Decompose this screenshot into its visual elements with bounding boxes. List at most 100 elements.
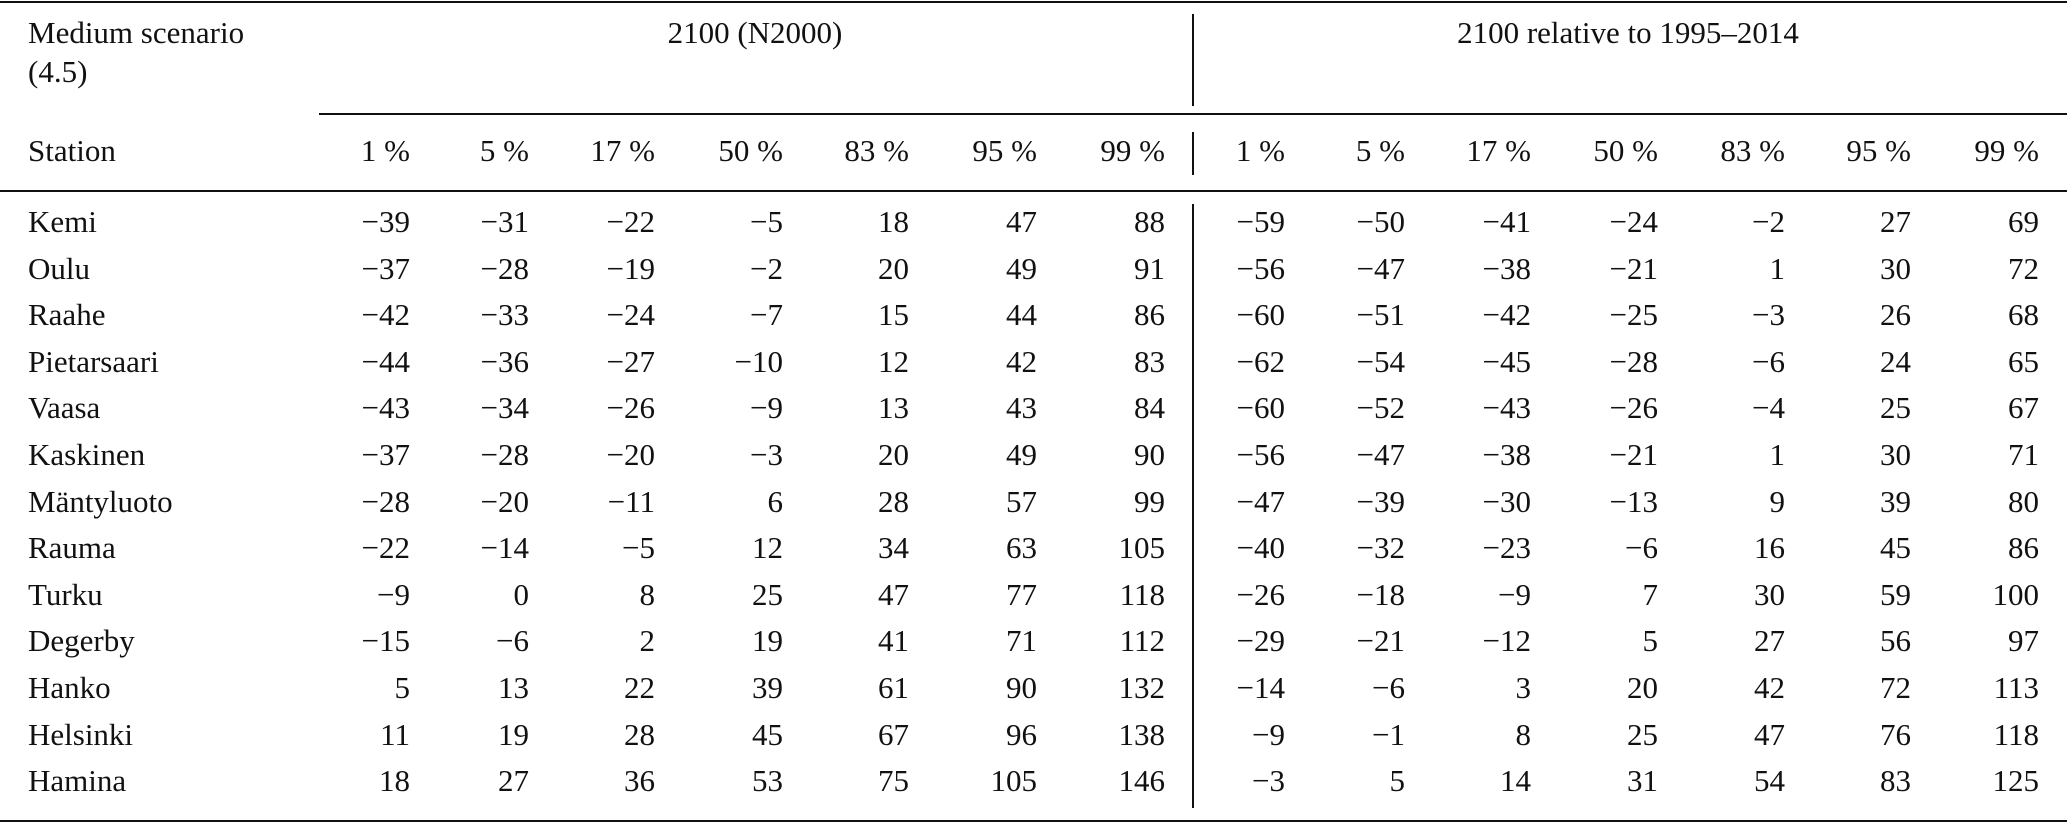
table-cell: 25 — [1627, 716, 1658, 752]
table-cell: −9 — [377, 576, 410, 612]
table-cell: −60 — [1236, 390, 1285, 426]
table-cell: −39 — [361, 204, 410, 239]
station-name: Mäntyluoto — [28, 483, 173, 519]
station-name: Degerby — [28, 623, 135, 659]
table-cell: −22 — [361, 530, 410, 566]
table-cell: 118 — [1119, 576, 1165, 612]
table-cell: −20 — [480, 483, 529, 519]
table-cell: −24 — [1609, 204, 1658, 239]
table-cell: −43 — [1482, 390, 1531, 426]
station-name: Kemi — [28, 204, 97, 239]
table-cell: −50 — [1356, 204, 1405, 239]
table-cell: 13 — [498, 670, 529, 705]
column-header: 50 % — [718, 133, 783, 168]
station-name: Kaskinen — [28, 437, 146, 472]
table-cell: 67 — [878, 716, 909, 752]
table-cell: 20 — [1627, 670, 1658, 705]
table-cell: 125 — [1992, 763, 2040, 799]
table-cell: 14 — [1500, 763, 1531, 799]
table-cell: 105 — [990, 763, 1038, 799]
table-cell: −3 — [1252, 763, 1285, 799]
column-header: 95 % — [972, 133, 1037, 168]
table-cell: −6 — [1625, 530, 1658, 566]
table-cell: −13 — [1609, 483, 1658, 519]
table-cell: −10 — [734, 343, 783, 379]
table-cell: −24 — [606, 297, 655, 333]
table-cell: 12 — [752, 530, 783, 566]
table-cell: −6 — [496, 623, 529, 659]
table-cell: −39 — [1356, 483, 1405, 519]
table-cell: 42 — [1754, 670, 1785, 705]
column-header: 1 % — [360, 133, 410, 168]
table-cell: −31 — [480, 204, 529, 239]
table-cell: −21 — [1356, 623, 1405, 659]
table-title: Medium scenario (4.5) — [28, 15, 245, 89]
station-name: Vaasa — [28, 390, 101, 426]
column-header: 83 % — [844, 133, 909, 168]
column-header: 5 % — [479, 133, 529, 168]
table-cell: −5 — [622, 530, 655, 566]
table-cell: 30 — [1754, 576, 1785, 612]
table-cell: 113 — [1993, 670, 2039, 705]
table-cell: 45 — [752, 716, 783, 752]
table-cell: 146 — [1118, 763, 1166, 799]
table-cell: 47 — [1006, 204, 1037, 239]
table-cell: 19 — [498, 716, 529, 752]
table-cell: −3 — [750, 437, 783, 472]
table-cell: −59 — [1236, 204, 1285, 239]
table-cell: −40 — [1236, 530, 1285, 566]
table-cell: −62 — [1236, 343, 1285, 379]
table-cell: −33 — [480, 297, 529, 333]
table-cell: −38 — [1482, 437, 1531, 472]
table-cell: −42 — [361, 297, 410, 333]
table-cell: 41 — [878, 623, 909, 659]
column-header: 50 % — [1593, 133, 1658, 168]
column-header: 99 % — [1974, 133, 2039, 168]
table-cell: 0 — [513, 576, 530, 612]
table-cell: 97 — [2008, 623, 2039, 659]
station-name: Helsinki — [28, 716, 134, 752]
table-cell: −37 — [361, 250, 410, 286]
table-cell: 8 — [639, 576, 656, 612]
table-cell: 28 — [624, 716, 655, 752]
table-cell: 61 — [878, 670, 909, 705]
table-cell: 105 — [1118, 530, 1166, 566]
table-cell: 99 — [1134, 483, 1165, 519]
group-divider — [1192, 204, 1194, 808]
table-cell: 31 — [1627, 763, 1658, 799]
table-cell: 8 — [1515, 716, 1532, 752]
table-cell: 63 — [1006, 530, 1037, 566]
table-cell: −25 — [1609, 297, 1658, 333]
table-cell: 1 — [1769, 437, 1786, 472]
bottom-rule — [0, 820, 2067, 822]
table-cell: 83 — [1880, 763, 1911, 799]
table-cell: −26 — [1236, 576, 1285, 612]
table-cell: 12 — [878, 343, 909, 379]
table-cell: 69 — [2008, 204, 2039, 239]
station-name: Turku — [28, 576, 103, 612]
table-cell: 57 — [1006, 483, 1037, 519]
table-cell: 47 — [1754, 716, 1785, 752]
table-cell: 71 — [1006, 623, 1037, 659]
table-cell: 44 — [1006, 297, 1037, 333]
station-header: Station — [28, 133, 116, 168]
table-cell: 49 — [1006, 437, 1037, 472]
table-cell: −14 — [1236, 670, 1285, 705]
station-name: Oulu — [28, 250, 90, 286]
table-cell: 27 — [498, 763, 529, 799]
table-cell: 112 — [1119, 623, 1165, 659]
table-cell: 19 — [752, 623, 783, 659]
table-cell: 80 — [2008, 483, 2039, 519]
table-cell: −47 — [1356, 437, 1405, 472]
table-cell: −2 — [750, 250, 783, 286]
table-cell: −5 — [750, 204, 783, 239]
table-cell: 90 — [1134, 437, 1165, 472]
table-cell: 86 — [1134, 297, 1165, 333]
table-cell: 54 — [1754, 763, 1785, 799]
table-cell: 24 — [1880, 343, 1911, 379]
table-cell: 27 — [1880, 204, 1911, 239]
table-cell: −51 — [1356, 297, 1405, 333]
table-cell: −45 — [1482, 343, 1531, 379]
table-cell: 34 — [878, 530, 909, 566]
table-cell: 132 — [1118, 670, 1166, 705]
